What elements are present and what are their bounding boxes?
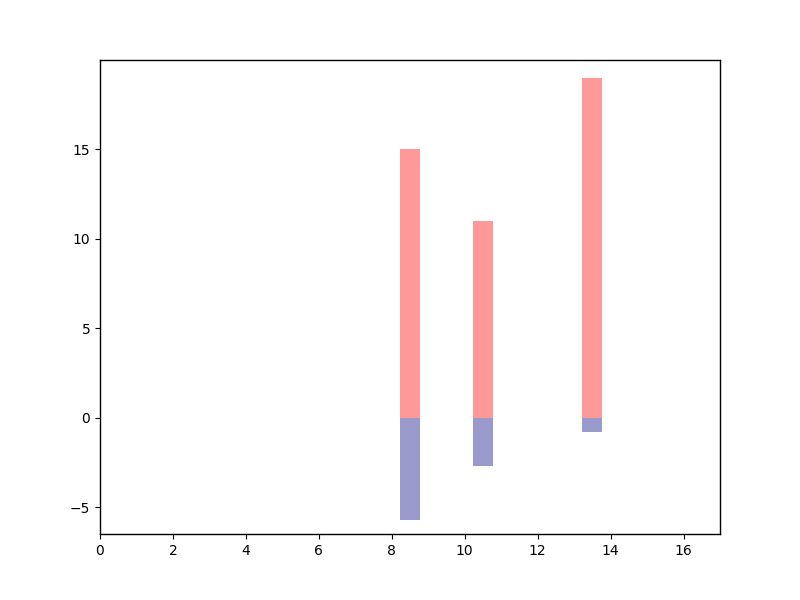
Bar	[473, 221, 493, 418]
Bar	[400, 418, 420, 520]
Bar	[473, 418, 493, 466]
Bar	[400, 149, 420, 418]
Bar	[582, 418, 602, 432]
Bar	[582, 78, 602, 418]
